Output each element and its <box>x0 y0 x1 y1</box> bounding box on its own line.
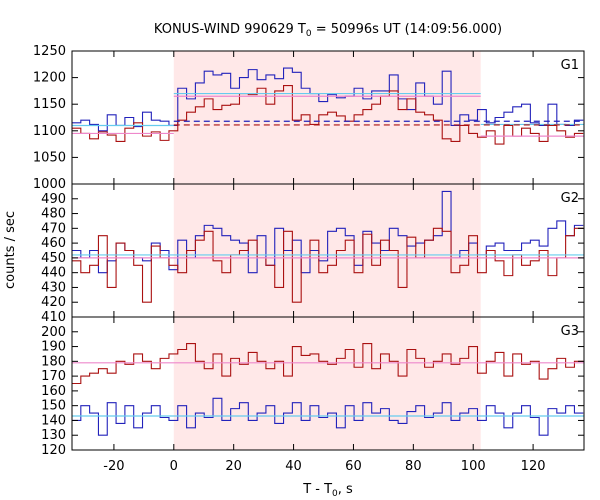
y-tick-label: 410 <box>41 310 66 325</box>
y-tick-label: 1150 <box>33 97 66 112</box>
series-blue-g1 <box>72 67 584 132</box>
plot-area: 100010501100115012001250G141042043044045… <box>33 44 585 474</box>
series-blue-g3 <box>72 397 584 436</box>
y-tick-label: 1250 <box>33 44 66 59</box>
y-tick-label: 200 <box>41 325 66 340</box>
x-tick-label: 80 <box>405 459 422 474</box>
y-tick-label: 430 <box>41 280 66 295</box>
panel-label-g3: G3 <box>561 324 579 339</box>
chart-title: KONUS-WIND 990629 T0 = 50996s UT (14:09:… <box>154 22 502 39</box>
panel-label-g2: G2 <box>561 191 579 206</box>
x-tick-label: 120 <box>521 459 546 474</box>
x-tick-label: 0 <box>170 459 178 474</box>
series-blue-g2 <box>72 190 584 274</box>
y-tick-label: 470 <box>41 221 66 236</box>
x-tick-label: 40 <box>285 459 302 474</box>
y-tick-label: 1000 <box>33 177 66 192</box>
y-tick-label: 1200 <box>33 71 66 86</box>
y-tick-label: 460 <box>41 236 66 251</box>
panel-frame-g3 <box>71 316 585 451</box>
y-tick-label: 150 <box>41 399 66 414</box>
y-axis-title: counts / sec <box>3 211 18 289</box>
y-tick-label: 180 <box>41 354 66 369</box>
x-tick-label: 100 <box>461 459 486 474</box>
y-tick-label: 420 <box>41 295 66 310</box>
panel-label-g1: G1 <box>561 58 579 73</box>
y-tick-label: 1050 <box>33 150 66 165</box>
series-red-g2 <box>72 227 584 303</box>
y-tick-label: 160 <box>41 384 66 399</box>
x-tick-label: -20 <box>103 459 124 474</box>
y-tick-label: 480 <box>41 207 66 222</box>
y-tick-label: 450 <box>41 251 66 266</box>
y-tick-label: 130 <box>41 428 66 443</box>
y-tick-label: 1100 <box>33 124 66 139</box>
y-tick-label: 440 <box>41 266 66 281</box>
y-tick-label: 490 <box>41 192 66 207</box>
y-tick-label: 120 <box>41 443 66 458</box>
x-tick-label: 20 <box>225 459 242 474</box>
x-axis-title: T - T0, s <box>302 482 353 499</box>
x-tick-label: 60 <box>345 459 362 474</box>
y-tick-label: 170 <box>41 369 66 384</box>
y-tick-label: 140 <box>41 413 66 428</box>
y-tick-label: 190 <box>41 340 66 355</box>
